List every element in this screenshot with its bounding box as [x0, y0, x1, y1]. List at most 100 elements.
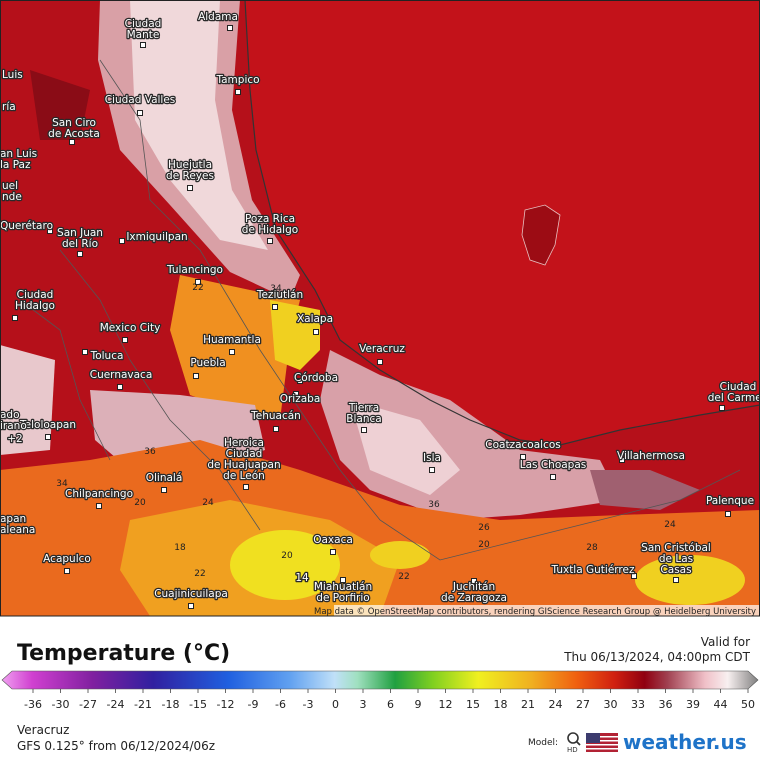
- city-marker: [361, 427, 367, 433]
- city-label: ría: [2, 101, 16, 113]
- tick-label: 50: [741, 698, 755, 711]
- city-label: Teloloapan: [19, 419, 76, 431]
- city-label: San Cristóbal: [641, 542, 711, 554]
- hd: HD: [567, 746, 578, 754]
- contour-label: 22: [194, 569, 205, 579]
- city-label: ado: [0, 409, 20, 421]
- tick-label: 44: [714, 698, 728, 711]
- city-marker: [429, 467, 435, 473]
- city-label: Casas: [660, 564, 691, 576]
- contour-label: 24: [664, 520, 676, 530]
- city-label: Hidalgo: [15, 300, 55, 312]
- city-marker: [293, 391, 299, 397]
- flag-stripe: [586, 740, 618, 742]
- city-marker: [235, 89, 241, 95]
- city-marker: [297, 378, 303, 384]
- city-marker: [330, 549, 336, 555]
- city-label: Tehuacán: [250, 410, 301, 422]
- contour-label: 28: [586, 543, 598, 553]
- city-marker: [161, 487, 167, 493]
- city-marker: [725, 511, 731, 517]
- legend: Temperature (°C) Valid for Thu 06/13/202…: [1, 635, 759, 711]
- city-label: Cuajinicuilapa: [154, 588, 228, 600]
- west-highland: [0, 345, 55, 455]
- city-label: Miahuatlán: [314, 581, 372, 593]
- city-label: Puebla: [190, 357, 225, 369]
- flag-stripe: [586, 744, 618, 746]
- city-label: de Reyes: [166, 170, 214, 182]
- tick-label: 6: [387, 698, 394, 711]
- contour-label: 14: [295, 572, 309, 584]
- contour-label: 20: [134, 498, 146, 508]
- city-label: de Zaragoza: [441, 592, 507, 604]
- city-marker: [12, 315, 18, 321]
- city-label: Olinalá: [146, 472, 183, 484]
- contour-label: 26: [478, 523, 490, 533]
- contour-label: 20: [478, 540, 490, 550]
- city-marker: [96, 503, 102, 509]
- city-label: San Juan: [57, 227, 103, 239]
- city-label: Acapulco: [43, 553, 91, 565]
- city-marker: [313, 329, 319, 335]
- city-label: Tierra: [348, 402, 379, 414]
- contour-label: 36: [428, 500, 440, 510]
- brand: weather.us: [623, 730, 747, 754]
- hot-spot: [635, 555, 745, 605]
- tick-label: -3: [303, 698, 314, 711]
- city-label: Juchitán: [452, 581, 495, 593]
- city-marker: [719, 405, 725, 411]
- tick-label: 33: [631, 698, 645, 711]
- city-label: Huamantla: [203, 334, 261, 346]
- contour-label: 36: [144, 447, 156, 457]
- city-label: Villahermosa: [617, 450, 685, 462]
- city-marker: [193, 373, 199, 379]
- city-label: Huejutla: [168, 159, 212, 171]
- flag-stripe: [586, 736, 618, 738]
- plateau-hot: [270, 300, 320, 370]
- city-marker: [340, 577, 346, 583]
- highland-core: [130, 0, 268, 250]
- city-label: Luis: [2, 69, 23, 81]
- city-label: Coatzacoalcos: [485, 439, 560, 451]
- contour-label: +2: [7, 433, 22, 445]
- city-label: del Río: [62, 238, 98, 250]
- city-label: apan: [0, 513, 26, 525]
- plateau: [170, 275, 300, 420]
- tick-label: -24: [107, 698, 125, 711]
- city-label: Tuxtla Gutiérrez: [551, 564, 635, 576]
- contour-label: 34: [270, 284, 282, 294]
- flag-stripe: [586, 748, 618, 750]
- dark-patch: [30, 70, 90, 140]
- footer: Veracruz GFS 0.125° from 06/12/2024/06z …: [17, 723, 747, 754]
- tick-label: 24: [549, 698, 563, 711]
- tick-label: 0: [332, 698, 339, 711]
- city-marker: [272, 304, 278, 310]
- city-label: uel: [2, 180, 18, 192]
- city-label: Mante: [127, 29, 160, 41]
- attribution-bg: [334, 605, 760, 616]
- flag: [586, 733, 618, 752]
- color-bar: [1, 670, 759, 690]
- city-marker: [119, 238, 125, 244]
- tick-label: -21: [134, 698, 152, 711]
- coastline: [244, 0, 760, 446]
- city-marker: [673, 577, 679, 583]
- tick-label: 12: [439, 698, 453, 711]
- city-label: Orizaba: [280, 393, 321, 405]
- city-label: Heroica: [224, 437, 264, 449]
- city-label: aleana: [0, 524, 35, 536]
- city-label: nde: [2, 191, 22, 203]
- valid-time: Thu 06/13/2024, 04:00pm CDT: [563, 650, 750, 664]
- city-marker: [619, 457, 625, 463]
- city-label: Tampico: [215, 74, 259, 86]
- hot-spot: [230, 530, 340, 600]
- flag-canton: [586, 733, 600, 743]
- city-marker: [117, 384, 123, 390]
- city-marker: [273, 426, 279, 432]
- tick-label: 30: [604, 698, 618, 711]
- city-label: Mexico City: [100, 322, 161, 334]
- tabasco-patch: [590, 470, 700, 510]
- attribution: Map data © OpenStreetMap contributors, r…: [314, 607, 756, 617]
